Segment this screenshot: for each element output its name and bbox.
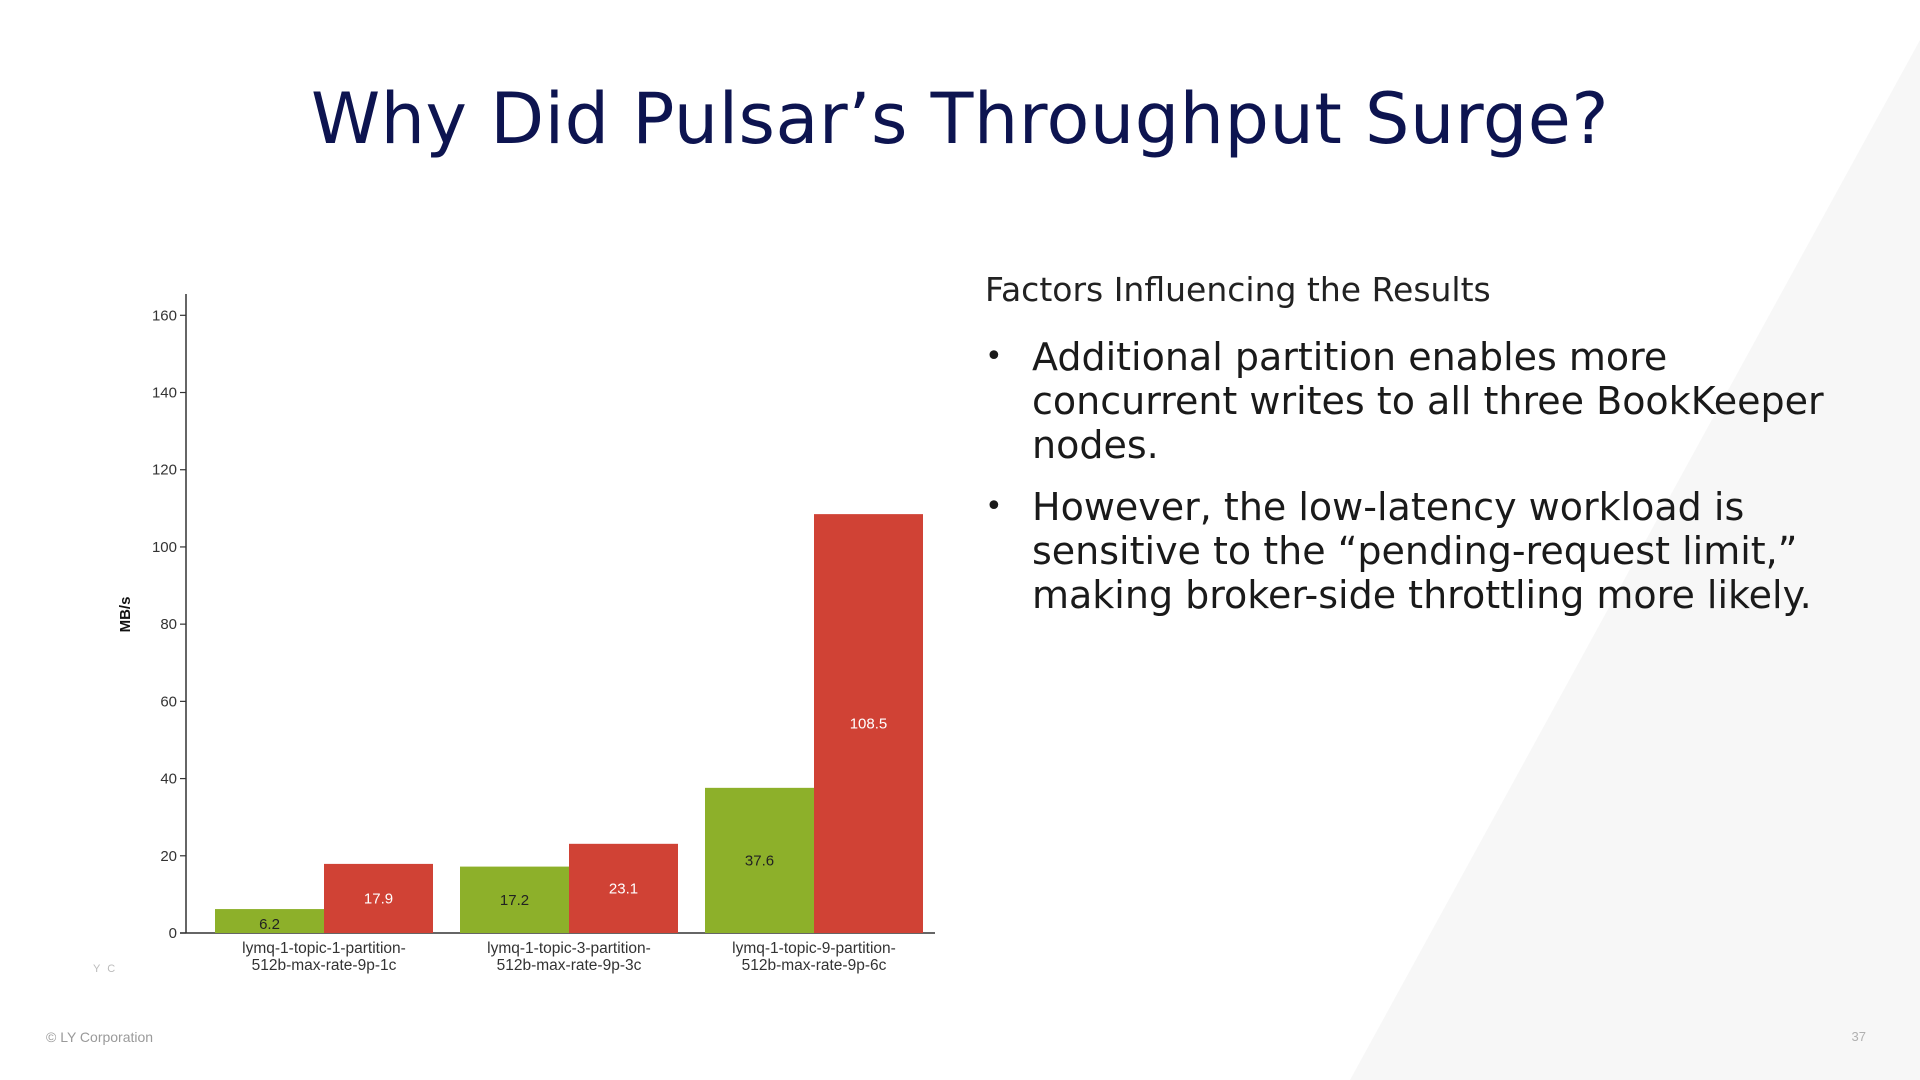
y-tick-label: 60 (160, 693, 177, 710)
y-tick-label: 20 (160, 848, 177, 865)
bar (215, 909, 324, 933)
y-tick-label: 40 (160, 771, 177, 788)
factor-text: However, the low-latency workload is sen… (1032, 485, 1812, 617)
bar (705, 787, 814, 933)
y-axis-label: MB/s (117, 597, 134, 633)
factor-text: Additional partition enables more concur… (1032, 335, 1824, 467)
slide-title: Why Did Pulsar’s Throughput Surge? (310, 78, 1610, 160)
bar-value-label: 17.9 (364, 890, 393, 907)
y-tick-label: 160 (152, 307, 177, 324)
factors-subheading: Factors Influencing the Results (985, 270, 1491, 309)
footer-copyright: © LY Corporation (46, 1029, 154, 1045)
bar-chart: 0 20 40 60 80 100 120 140 160 MB/s 6.2 17.9 lymq-1-t… (117, 294, 935, 974)
page-number: 37 (1851, 1029, 1866, 1044)
bar-value-label: 37.6 (745, 852, 774, 869)
bar (460, 866, 569, 933)
bullet-icon: • (985, 489, 1003, 524)
y-tick-label: 120 (152, 462, 177, 479)
x-category-label: lymq-1-topic-3-partition- (487, 940, 651, 957)
bar-value-label: 17.2 (500, 892, 529, 909)
bar (814, 514, 923, 933)
x-category-label: 512b-max-rate-9p-6c (742, 957, 887, 974)
factor-bullet: • However, the low-latency workload is s… (985, 485, 1825, 617)
bar-value-label: 108.5 (850, 716, 888, 733)
bar (569, 843, 678, 933)
bar (324, 863, 433, 933)
x-category-label: 512b-max-rate-9p-3c (497, 957, 642, 974)
x-category-label: lymq-1-topic-9-partition- (732, 940, 896, 957)
watermark-text: Y C (93, 963, 118, 975)
bar-value-label: 23.1 (609, 880, 638, 897)
y-tick-label: 100 (152, 539, 177, 556)
x-category-label: 512b-max-rate-9p-1c (252, 957, 397, 974)
y-tick-label: 0 (169, 925, 177, 942)
y-tick-label: 140 (152, 385, 177, 402)
x-category-label: lymq-1-topic-1-partition- (242, 940, 406, 957)
factor-bullet: • Additional partition enables more conc… (985, 335, 1825, 467)
bar-value-label: 6.2 (259, 916, 280, 933)
factors-list: • Additional partition enables more conc… (985, 335, 1825, 617)
factors-panel: Factors Influencing the Results • Additi… (985, 270, 1825, 635)
y-tick-label: 80 (160, 616, 177, 633)
bullet-icon: • (985, 339, 1003, 374)
